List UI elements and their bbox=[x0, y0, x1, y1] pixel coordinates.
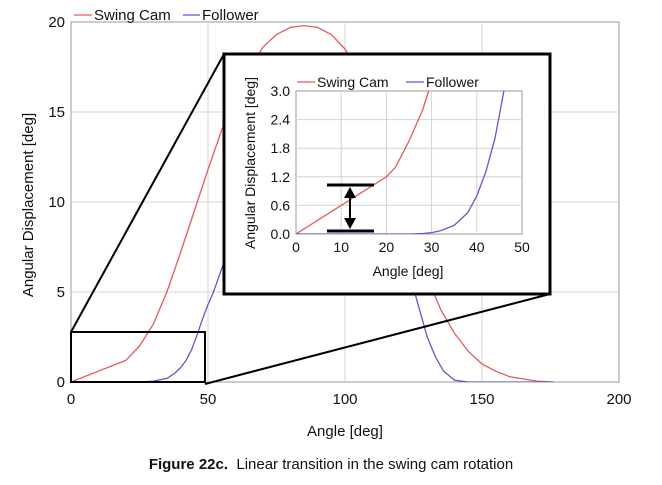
inset-legend-follower-label: Follower bbox=[426, 74, 479, 90]
inset-y-tick-label: 0.0 bbox=[271, 226, 291, 242]
main-x-tick-label: 200 bbox=[606, 391, 631, 408]
inset-y-tick-label: 1.2 bbox=[271, 169, 291, 185]
main-x-tick-label: 150 bbox=[469, 391, 494, 408]
main-y-tick-label: 0 bbox=[57, 374, 65, 391]
inset-y-tick-label: 1.8 bbox=[271, 140, 291, 156]
main-y-tick-label: 5 bbox=[57, 284, 65, 301]
figure-caption: Figure 22c. Linear transition in the swi… bbox=[0, 456, 662, 473]
dimension-arrow-marker bbox=[327, 183, 374, 233]
inset-series-swing-cam-line bbox=[296, 91, 430, 234]
main-series-swing-cam-line bbox=[71, 24, 554, 382]
inset-legend: Swing Cam Follower bbox=[297, 74, 479, 90]
main-x-axis-label: Angle [deg] bbox=[307, 423, 383, 440]
main-x-tick-label: 100 bbox=[332, 391, 357, 408]
inset-x-tick-label: 30 bbox=[424, 239, 440, 255]
inset-legend-swing-cam-label: Swing Cam bbox=[317, 74, 389, 90]
main-legend: Swing Cam Follower bbox=[74, 7, 259, 24]
inset-y-axis-label: Angular Displacement [deg] bbox=[242, 77, 258, 249]
inset-series-follower-line bbox=[296, 91, 505, 234]
dimension-arrow-up bbox=[344, 187, 356, 198]
main-y-tick-label: 10 bbox=[48, 194, 65, 211]
inset-x-tick-label: 10 bbox=[333, 239, 349, 255]
main-x-tick-label: 0 bbox=[67, 391, 75, 408]
figure-caption-label: Figure 22c. bbox=[148, 456, 229, 473]
figure-caption-text: Linear transition in the swing cam rotat… bbox=[236, 456, 514, 473]
zoom-connector-upper bbox=[70, 53, 225, 333]
main-y-tick-label: 20 bbox=[48, 14, 65, 31]
inset-x-tick-label: 50 bbox=[514, 239, 530, 255]
inset-x-axis-label: Angle [deg] bbox=[373, 263, 444, 279]
inset-x-tick-label: 20 bbox=[379, 239, 395, 255]
inset-x-tick-label: 40 bbox=[469, 239, 485, 255]
main-x-tick-label: 50 bbox=[200, 391, 217, 408]
main-y-axis-label: Angular Displacement [deg] bbox=[20, 113, 37, 297]
inset-x-tick-label: 0 bbox=[292, 239, 300, 255]
inset-series-group bbox=[296, 91, 505, 234]
inset-y-tick-label: 3.0 bbox=[271, 83, 291, 99]
zoom-region-box bbox=[70, 331, 206, 383]
inset-tick-labels: 0 10 20 30 40 50 0.0 0.6 1.2 1.8 2.4 3.0 bbox=[271, 83, 530, 255]
zoom-connector-lower bbox=[204, 293, 551, 385]
dimension-arrow-down bbox=[344, 218, 356, 229]
inset-y-tick-label: 0.6 bbox=[271, 197, 291, 213]
legend-swing-cam-label: Swing Cam bbox=[94, 7, 171, 24]
inset-y-tick-label: 2.4 bbox=[271, 112, 291, 128]
main-y-tick-label: 15 bbox=[48, 104, 65, 121]
legend-follower-label: Follower bbox=[202, 7, 259, 24]
